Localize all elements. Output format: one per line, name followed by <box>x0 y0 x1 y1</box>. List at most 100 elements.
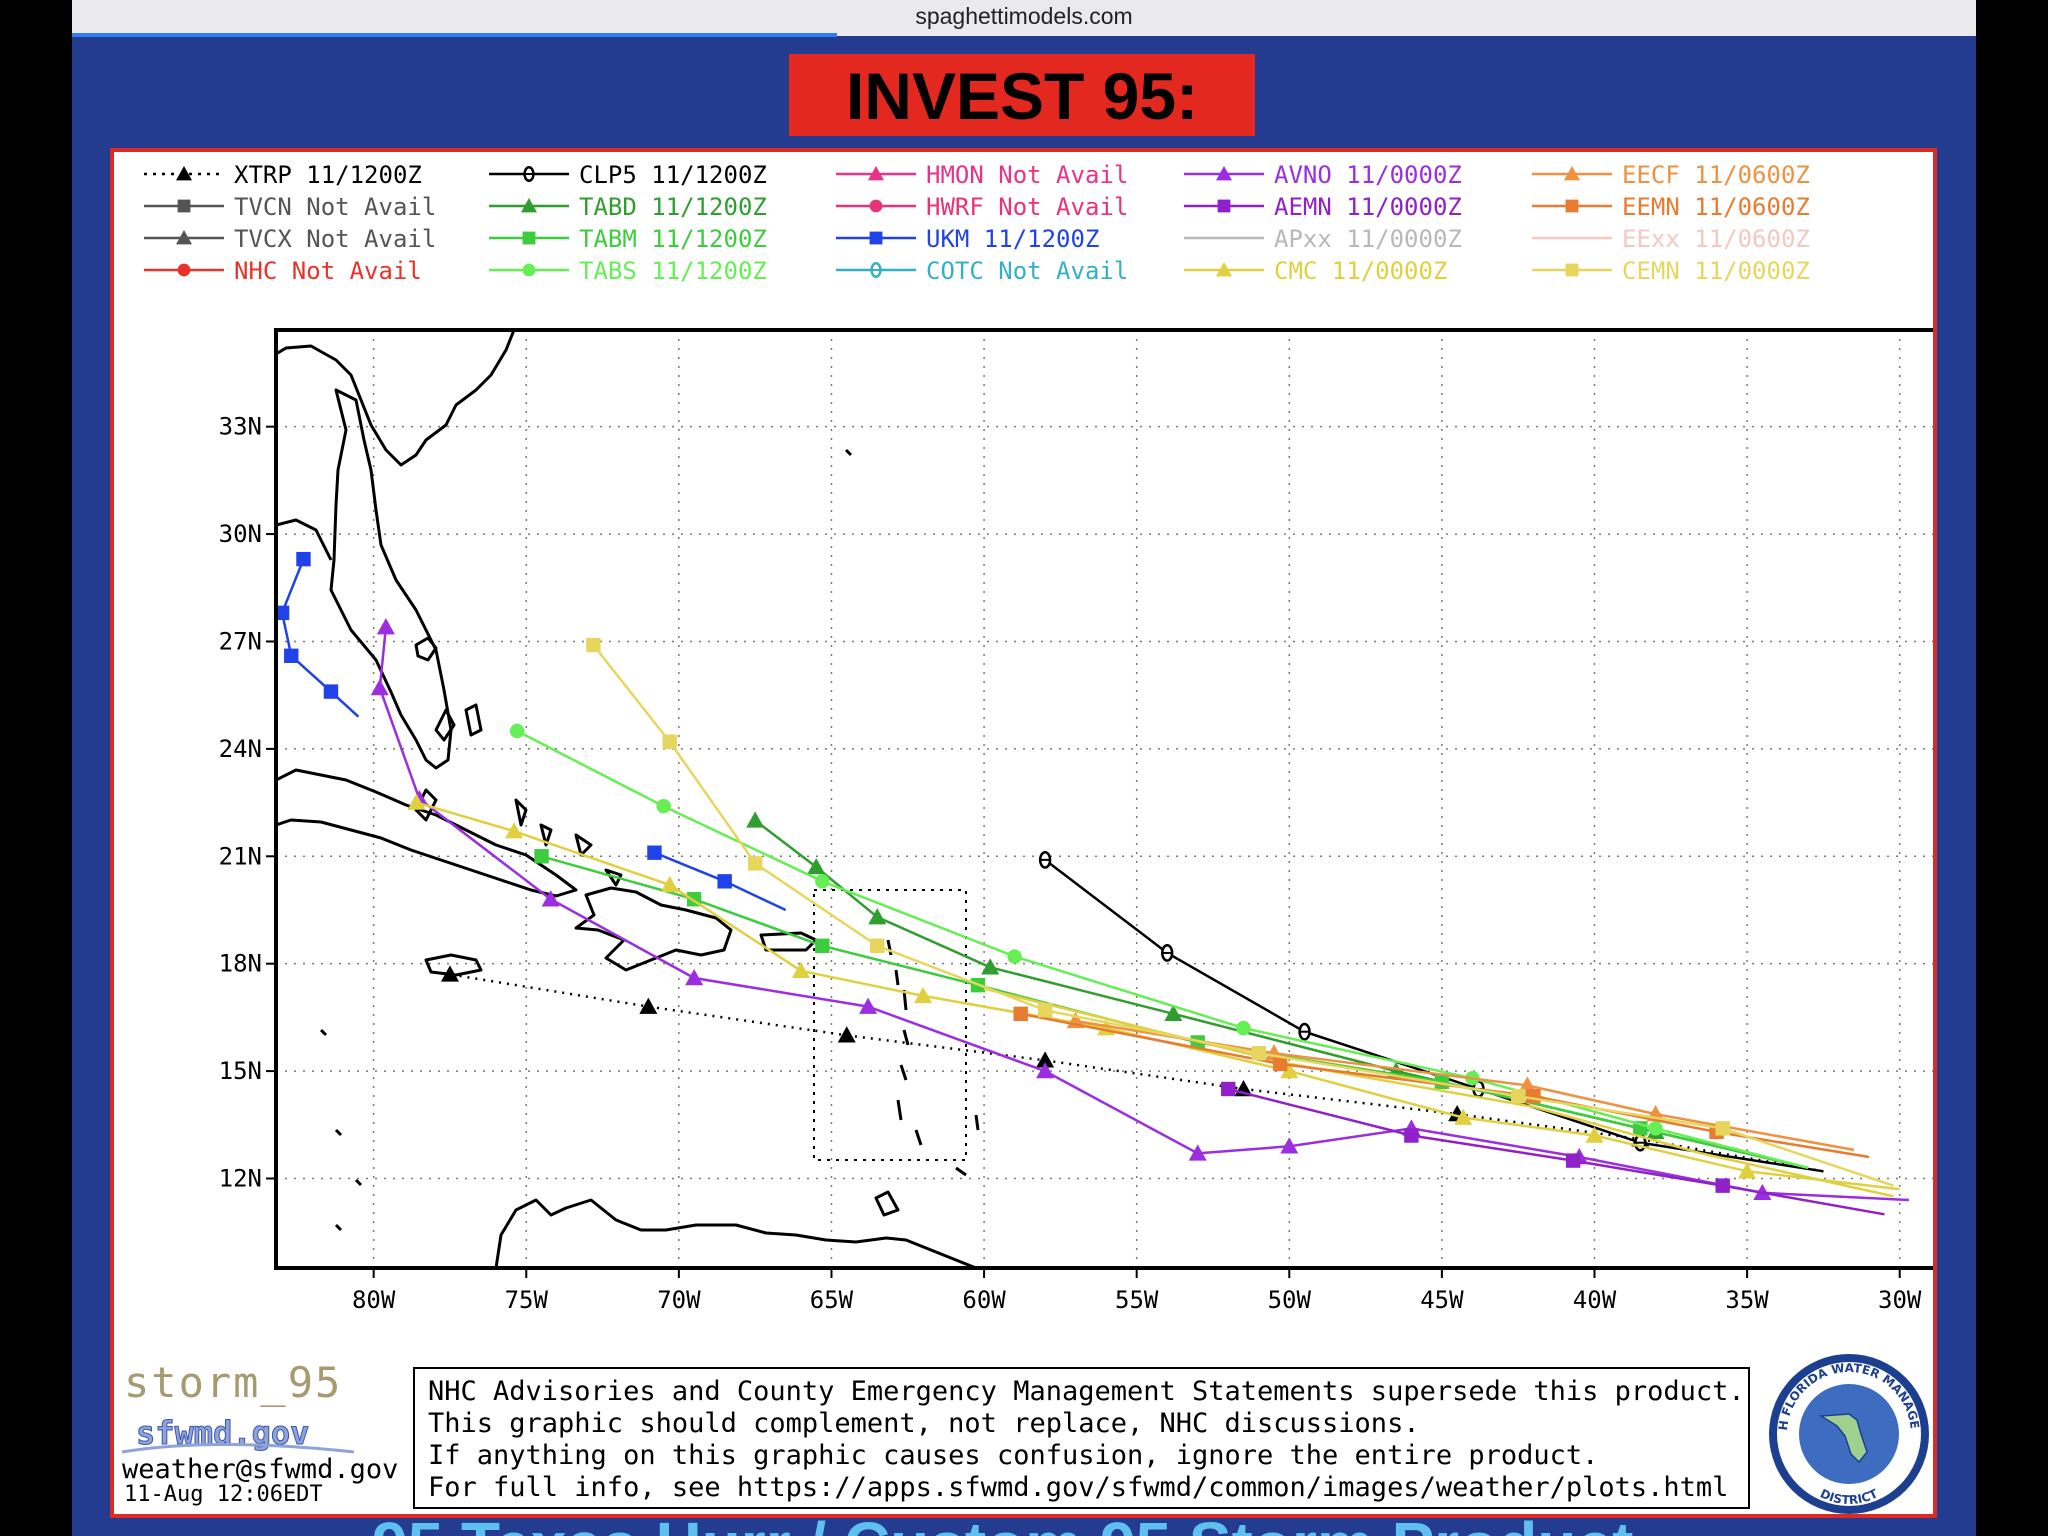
track-marker <box>717 874 732 889</box>
legend-label: XTRP 11/1200Z <box>234 161 422 189</box>
florida-peninsula <box>329 388 453 770</box>
legend-item-avno: AVNO 11/0000Z <box>1184 161 1462 189</box>
track-marker <box>1036 1062 1055 1079</box>
track-marker <box>815 874 830 889</box>
lat-label: 12N <box>219 1164 262 1192</box>
track-marker <box>1715 1178 1730 1193</box>
disclaimer-box <box>413 1367 1750 1509</box>
track-marker <box>662 734 677 749</box>
track-marker <box>1585 1126 1604 1143</box>
track-marker <box>284 648 299 663</box>
track-marker <box>1648 1121 1663 1136</box>
track-marker <box>1280 1062 1299 1079</box>
storm-id-label: storm_95 <box>124 1358 342 1407</box>
lon-label: 35W <box>1725 1286 1769 1314</box>
track-marker <box>1518 1076 1537 1093</box>
track-marker <box>177 199 191 213</box>
track-marker <box>660 875 679 893</box>
small-islands <box>319 448 853 1232</box>
page-title: INVEST 95: <box>789 54 1255 136</box>
track-marker <box>859 997 878 1014</box>
legend-item-xtrp: XTRP 11/1200Z <box>144 161 422 189</box>
track-marker <box>870 938 885 953</box>
track-marker <box>1565 199 1579 213</box>
lat-label: 21N <box>219 842 262 870</box>
legend-label: HMON Not Avail <box>926 161 1128 189</box>
lon-label: 65W <box>810 1286 854 1314</box>
disclaimer-line-3: If anything on this graphic causes confu… <box>428 1440 1598 1471</box>
contact-email: weather@sfwmd.gov <box>122 1454 398 1485</box>
track-marker <box>1565 263 1579 277</box>
track-marker <box>296 551 311 567</box>
lon-label: 30W <box>1878 1286 1922 1314</box>
caribbean-box <box>813 889 967 1161</box>
track-aemn <box>1221 1081 1885 1216</box>
map-background <box>276 330 1933 1268</box>
track-marker <box>746 811 765 828</box>
sfwmd-seal: SOUTH FLORIDA WATER MANAGEMENT DISTRICT <box>1769 1354 1929 1514</box>
track-marker <box>1188 1144 1207 1161</box>
track-marker <box>440 965 459 982</box>
south-america-coast <box>494 1198 977 1268</box>
track-marker <box>981 958 1000 975</box>
track-marker <box>869 199 883 213</box>
legend-item-tabm: TABM 11/1200Z <box>489 225 767 253</box>
track-marker <box>522 263 536 277</box>
legend-label: EExx 11/0600Z <box>1622 225 1810 253</box>
legend-label: TABS 11/1200Z <box>579 257 767 285</box>
lat-lon-grid <box>276 330 1933 1268</box>
track-marker <box>586 637 601 653</box>
lake-okeechobee <box>414 636 438 662</box>
disclaimer-line-2: This graphic should complement, not repl… <box>428 1408 1420 1439</box>
model-tracks <box>276 551 1909 1216</box>
legend-label: CMC 11/0000Z <box>1274 257 1447 285</box>
track-marker <box>522 231 536 245</box>
track-marker <box>1036 1051 1055 1068</box>
legend-item-nhc: NHC Not Avail <box>144 257 422 285</box>
track-marker <box>869 231 883 245</box>
legend-label: CLP5 11/1200Z <box>579 161 767 189</box>
track-marker <box>1221 1081 1236 1097</box>
address-bar[interactable]: spaghettimodels.com <box>72 0 1976 36</box>
svg-text:DISTRICT: DISTRICT <box>1818 1486 1881 1507</box>
track-marker <box>1037 1003 1053 1018</box>
track-marker <box>1216 262 1232 277</box>
track-marker <box>1565 1153 1581 1168</box>
browser-screen: spaghettimodels.com INVEST 95: XTRP 11/1… <box>72 0 1976 1536</box>
legend: XTRP 11/1200Z TVCN Not Avail TVCX Not Avai… <box>144 161 1810 285</box>
jamaica <box>424 953 483 977</box>
issue-timestamp: 11-Aug 12:06EDT <box>124 1482 323 1507</box>
legend-label: TVCN Not Avail <box>234 193 436 221</box>
map-border <box>274 328 1933 1270</box>
track-marker <box>177 263 191 277</box>
legend-label: TABM 11/1200Z <box>579 225 767 253</box>
track-marker <box>509 723 525 739</box>
lon-label: 45W <box>1420 1286 1464 1314</box>
track-line <box>449 973 1824 1173</box>
legend-item-eecf: EECF 11/0600Z <box>1532 161 1810 189</box>
track-marker <box>1510 1088 1526 1104</box>
legend-label: UKM 11/1200Z <box>926 225 1099 253</box>
disclaimer-line-4: For full info, see https://apps.sfwmd.go… <box>428 1472 1728 1503</box>
track-marker <box>747 856 763 871</box>
track-marker <box>1272 1056 1288 1072</box>
track-marker <box>647 845 662 860</box>
url-text: spaghettimodels.com <box>915 3 1133 29</box>
track-marker <box>1217 199 1231 213</box>
track-tabs <box>509 723 1809 1170</box>
track-marker <box>176 230 192 245</box>
track-marker <box>639 997 658 1014</box>
legend-item-cmc: CMC 11/0000Z <box>1184 257 1447 285</box>
track-marker <box>1715 1121 1730 1136</box>
legend-label: EEMN 11/0600Z <box>1622 193 1810 221</box>
spaghetti-plot-frame: XTRP 11/1200Z TVCN Not Avail TVCX Not Avai… <box>110 148 1937 1518</box>
legend-label: EECF 11/0600Z <box>1622 161 1810 189</box>
track-marker <box>1280 1137 1299 1154</box>
track-marker <box>541 890 560 907</box>
track-marker <box>1454 1108 1473 1125</box>
track-marker <box>1164 1004 1183 1022</box>
spaghetti-plot: XTRP 11/1200Z TVCN Not Avail TVCX Not Avai… <box>121 161 1933 1514</box>
legend-label: TVCX Not Avail <box>234 225 436 253</box>
track-marker <box>323 684 339 699</box>
legend-item-clp5: CLP5 11/1200Z <box>489 161 767 189</box>
